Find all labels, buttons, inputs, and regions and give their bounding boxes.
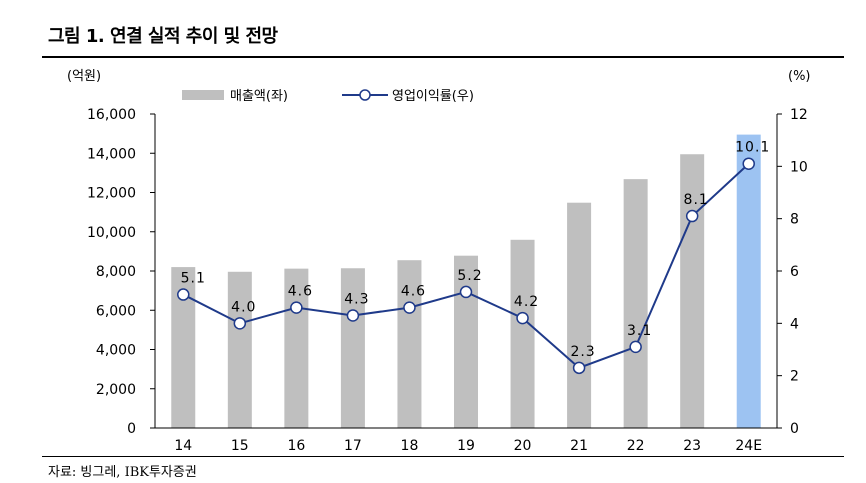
margin-label-19: 5.2 xyxy=(457,268,482,284)
left-axis-unit: (억원) xyxy=(67,69,101,84)
margin-point-21 xyxy=(572,361,586,375)
margin-label-20: 4.2 xyxy=(514,294,539,310)
x-tick-label: 20 xyxy=(514,438,532,454)
margin-label-24E: 10.1 xyxy=(735,140,770,156)
bar-16 xyxy=(284,268,309,428)
legend: 매출액(좌) 영업이익률(우) xyxy=(182,89,474,104)
source-note: 자료: 빙그레, IBK투자증권 xyxy=(48,465,197,480)
bar-18 xyxy=(397,260,422,428)
margin-label-17: 4.3 xyxy=(344,291,369,307)
x-tick-label: 23 xyxy=(683,438,701,454)
right-tick-label: 4 xyxy=(790,316,799,332)
left-tick-label: 8,000 xyxy=(96,264,136,280)
figure-title: 그림 1. 연결 실적 추이 및 전망 xyxy=(48,26,278,47)
margin-label-16: 4.6 xyxy=(288,284,313,300)
left-tick-label: 6,000 xyxy=(96,303,136,319)
x-tick-label: 15 xyxy=(231,438,249,454)
bar-23 xyxy=(680,154,705,428)
left-tick-label: 14,000 xyxy=(87,146,136,162)
x-tick-label: 22 xyxy=(627,438,645,454)
x-tick-label: 14 xyxy=(174,438,192,454)
bar-24E xyxy=(736,134,761,428)
margin-label-14: 5.1 xyxy=(181,271,206,287)
right-axis-unit: (%) xyxy=(788,69,811,84)
bar-21 xyxy=(567,202,592,428)
x-tick-label: 24E xyxy=(735,438,762,454)
left-tick-label: 0 xyxy=(127,421,136,437)
bar-17 xyxy=(340,268,365,428)
margin-point-19 xyxy=(459,285,473,299)
title-divider xyxy=(42,56,844,58)
margin-point-22 xyxy=(629,340,642,354)
legend-label-sales: 매출액(좌) xyxy=(230,89,288,104)
margin-point-23 xyxy=(685,209,699,223)
left-tick-label: 10,000 xyxy=(87,225,136,241)
margin-point-16 xyxy=(290,301,303,314)
x-tick-label: 17 xyxy=(344,438,362,454)
x-tick-label: 18 xyxy=(401,438,419,454)
right-tick-label: 0 xyxy=(790,421,799,437)
bar-20 xyxy=(510,239,535,428)
margin-label-18: 4.6 xyxy=(401,284,426,300)
right-tick-label: 6 xyxy=(790,264,799,280)
right-tick-label: 12 xyxy=(790,107,808,123)
left-tick-label: 12,000 xyxy=(87,186,136,202)
left-tick-label: 2,000 xyxy=(96,382,136,398)
margin-label-23: 8.1 xyxy=(684,192,709,208)
bar-22 xyxy=(623,179,648,428)
legend-swatch-sales xyxy=(182,90,224,100)
margin-point-14 xyxy=(177,288,190,301)
right-tick-label: 2 xyxy=(790,369,799,385)
bar-15 xyxy=(227,271,252,428)
x-tick-label: 21 xyxy=(570,438,588,454)
margin-label-15: 4.0 xyxy=(231,299,256,315)
bottom-divider xyxy=(42,456,844,457)
margin-point-15 xyxy=(233,317,247,330)
x-tick-label: 16 xyxy=(287,438,305,454)
right-tick-label: 8 xyxy=(790,212,799,228)
left-tick-label: 16,000 xyxy=(87,107,136,123)
margin-point-20 xyxy=(516,311,529,325)
margin-point-18 xyxy=(403,301,416,314)
bar-19 xyxy=(454,255,478,428)
legend-label-margin: 영업이익률(우) xyxy=(392,89,474,104)
margin-label-22: 3.1 xyxy=(627,323,652,339)
right-tick-label: 10 xyxy=(790,159,808,175)
margin-label-21: 2.3 xyxy=(570,344,595,360)
legend-marker-margin xyxy=(359,89,371,101)
margin-point-24E xyxy=(742,157,755,170)
margin-point-17 xyxy=(346,309,360,322)
x-tick-label: 19 xyxy=(457,438,475,454)
left-tick-label: 4,000 xyxy=(96,343,136,359)
